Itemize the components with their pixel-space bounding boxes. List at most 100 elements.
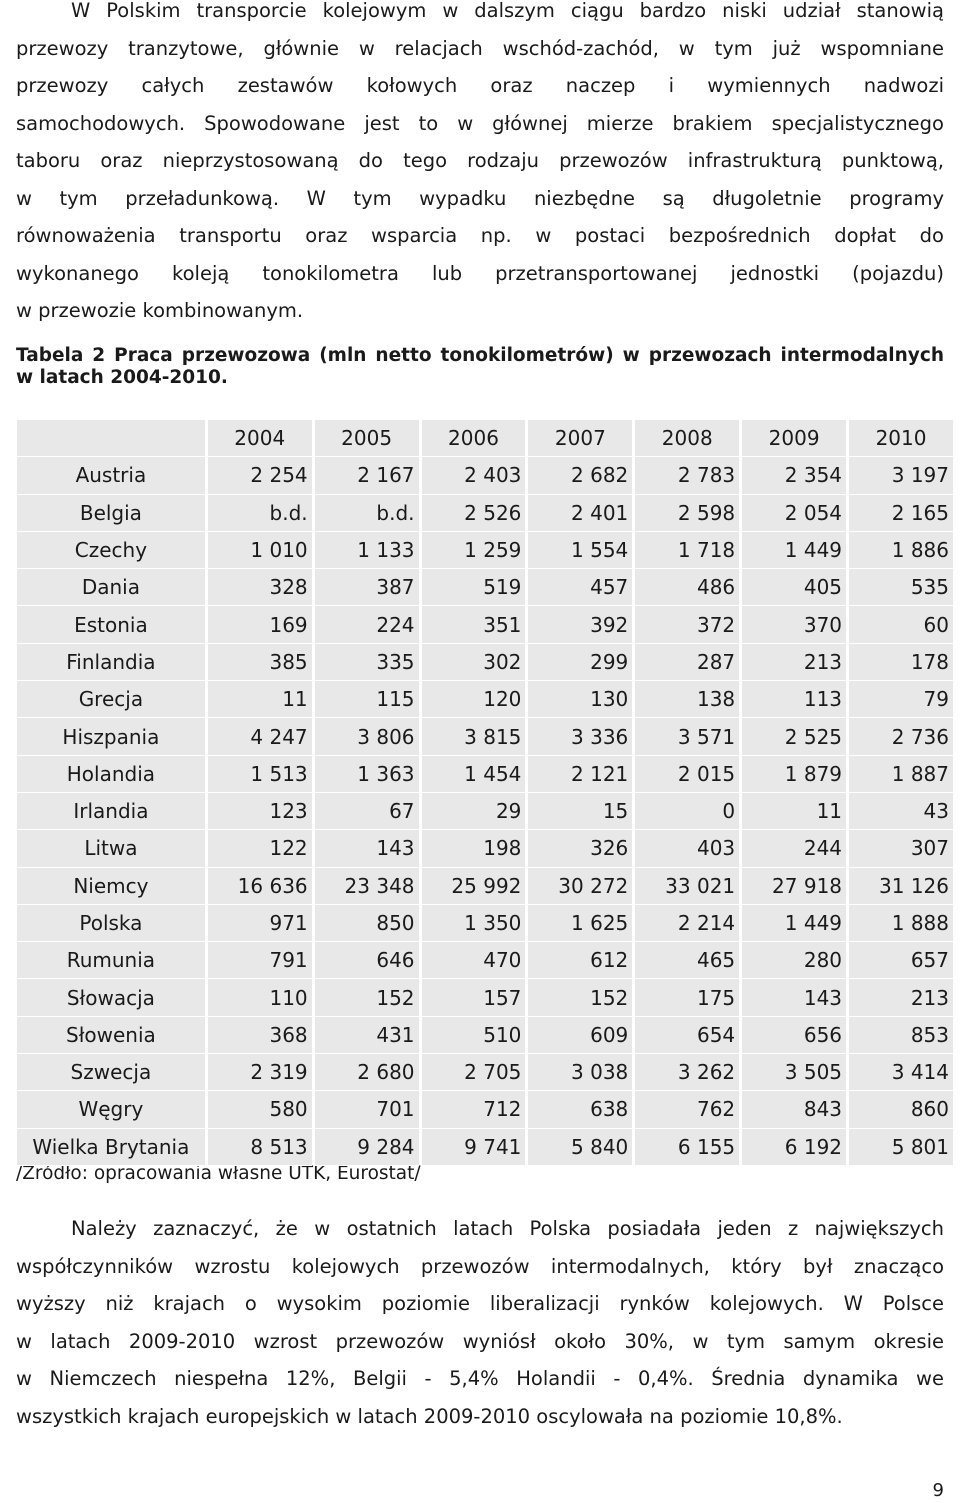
country-cell: Estonia xyxy=(17,606,205,644)
value-cell: 370 xyxy=(742,606,847,644)
value-cell: 1 718 xyxy=(635,531,740,570)
table-row: Słowenia 368 431 510 609 654 656 853 xyxy=(17,1016,953,1055)
value-cell: 405 xyxy=(742,569,847,607)
value-cell: 457 xyxy=(528,569,633,607)
value-cell: 3 262 xyxy=(635,1054,740,1092)
value-cell: 1 133 xyxy=(314,531,419,570)
value-cell: 302 xyxy=(421,643,526,682)
country-cell: Austria xyxy=(17,457,205,495)
value-cell: 23 348 xyxy=(314,867,419,905)
value-cell: 169 xyxy=(207,606,312,644)
value-cell: 4 247 xyxy=(207,718,312,756)
value-cell: 9 284 xyxy=(314,1128,419,1166)
value-cell: 1 449 xyxy=(742,904,847,943)
table-row: Czechy 1 010 1 133 1 259 1 554 1 718 1 449 1 88… xyxy=(17,531,953,570)
text-line: wyższy niż krajach o wysokim poziomie li… xyxy=(16,1292,944,1315)
year-header: 2004 xyxy=(207,420,312,458)
value-cell: 580 xyxy=(207,1091,312,1129)
country-cell: Irlandia xyxy=(17,792,205,831)
value-cell: 654 xyxy=(635,1016,740,1055)
value-cell: 143 xyxy=(742,979,847,1017)
paragraph-growth: Należy zaznaczyć, że w ostatnich latach … xyxy=(16,1210,944,1435)
header-empty-cell xyxy=(17,420,205,458)
value-cell: 2 736 xyxy=(849,718,953,756)
value-cell: 853 xyxy=(849,1016,953,1055)
value-cell: 1 350 xyxy=(421,904,526,943)
value-cell: 657 xyxy=(849,942,953,980)
value-cell: 385 xyxy=(207,643,312,682)
value-cell: 152 xyxy=(314,979,419,1017)
value-cell: 850 xyxy=(314,904,419,943)
value-cell: 1 625 xyxy=(528,904,633,943)
value-cell: 843 xyxy=(742,1091,847,1129)
table-row: Dania 328 387 519 457 486 405 535 xyxy=(17,569,953,607)
value-cell: 30 272 xyxy=(528,867,633,905)
value-cell: 486 xyxy=(635,569,740,607)
table-row: Hiszpania 4 247 3 806 3 815 3 336 3 571 2 525 2… xyxy=(17,718,953,756)
value-cell: 130 xyxy=(528,681,633,719)
value-cell: 646 xyxy=(314,942,419,980)
country-cell: Hiszpania xyxy=(17,718,205,756)
value-cell: 612 xyxy=(528,942,633,980)
value-cell: 535 xyxy=(849,569,953,607)
value-cell: 326 xyxy=(528,830,633,868)
value-cell: 328 xyxy=(207,569,312,607)
table-body: Austria 2 254 2 167 2 403 2 682 2 783 2 354 3 1… xyxy=(17,457,953,1166)
value-cell: 287 xyxy=(635,643,740,682)
value-cell: 2 167 xyxy=(314,457,419,495)
table-row: Szwecja 2 319 2 680 2 705 3 038 3 262 3 505 3 4… xyxy=(17,1054,953,1092)
value-cell: 5 801 xyxy=(849,1128,953,1166)
value-cell: 299 xyxy=(528,643,633,682)
value-cell: 791 xyxy=(207,942,312,980)
text-line: wszystkich krajach europejskich w latach… xyxy=(16,1404,843,1428)
value-cell: 8 513 xyxy=(207,1128,312,1166)
country-cell: Słowenia xyxy=(17,1016,205,1055)
value-cell: 2 526 xyxy=(421,494,526,532)
country-cell: Holandia xyxy=(17,755,205,793)
value-cell: 2 401 xyxy=(528,494,633,532)
value-cell: 403 xyxy=(635,830,740,868)
value-cell: 67 xyxy=(314,792,419,831)
text-line: przewozy tranzytowe, głównie w relacjach… xyxy=(16,36,944,60)
value-cell: 175 xyxy=(635,979,740,1017)
value-cell: 351 xyxy=(421,606,526,644)
value-cell: 178 xyxy=(849,643,953,682)
table-source-note: /Źródło: opracowania własne UTK, Eurosta… xyxy=(16,1163,421,1184)
country-cell: Rumunia xyxy=(17,942,205,980)
value-cell: 3 571 xyxy=(635,718,740,756)
value-cell: 213 xyxy=(849,979,953,1017)
text-line: w latach 2009-2010 wzrost przewozów wyni… xyxy=(16,1329,944,1353)
year-header: 2005 xyxy=(314,420,419,458)
value-cell: 307 xyxy=(849,830,953,868)
value-cell: 1 454 xyxy=(421,755,526,793)
value-cell: 27 918 xyxy=(742,867,847,905)
value-cell: 33 021 xyxy=(635,867,740,905)
country-cell: Szwecja xyxy=(17,1054,205,1092)
value-cell: 244 xyxy=(742,830,847,868)
country-cell: Dania xyxy=(17,569,205,607)
country-cell: Polska xyxy=(17,904,205,943)
value-cell: 11 xyxy=(207,681,312,719)
value-cell: 198 xyxy=(421,830,526,868)
value-cell: 387 xyxy=(314,569,419,607)
value-cell: 2 705 xyxy=(421,1054,526,1092)
table-row: Grecja 11 115 120 130 138 113 79 xyxy=(17,681,953,719)
value-cell: 3 336 xyxy=(528,718,633,756)
value-cell: 1 363 xyxy=(314,755,419,793)
value-cell: 120 xyxy=(421,681,526,719)
value-cell: 31 126 xyxy=(849,867,953,905)
value-cell: 431 xyxy=(314,1016,419,1055)
caption-line: Tabela 2 Praca przewozowa (mln netto ton… xyxy=(16,345,944,366)
value-cell: 519 xyxy=(421,569,526,607)
text-line: samochodowych. Spowodowane jest to w głó… xyxy=(16,111,944,135)
table-row: Słowacja 110 152 157 152 175 143 213 xyxy=(17,979,953,1017)
value-cell: 335 xyxy=(314,643,419,682)
year-header: 2010 xyxy=(849,420,953,458)
value-cell: 115 xyxy=(314,681,419,719)
country-cell: Wielka Brytania xyxy=(17,1128,205,1166)
country-cell: Grecja xyxy=(17,681,205,719)
table-row: Węgry 580 701 712 638 762 843 860 xyxy=(17,1091,953,1129)
year-header: 2007 xyxy=(528,420,633,458)
value-cell: 510 xyxy=(421,1016,526,1055)
value-cell: 2 214 xyxy=(635,904,740,943)
